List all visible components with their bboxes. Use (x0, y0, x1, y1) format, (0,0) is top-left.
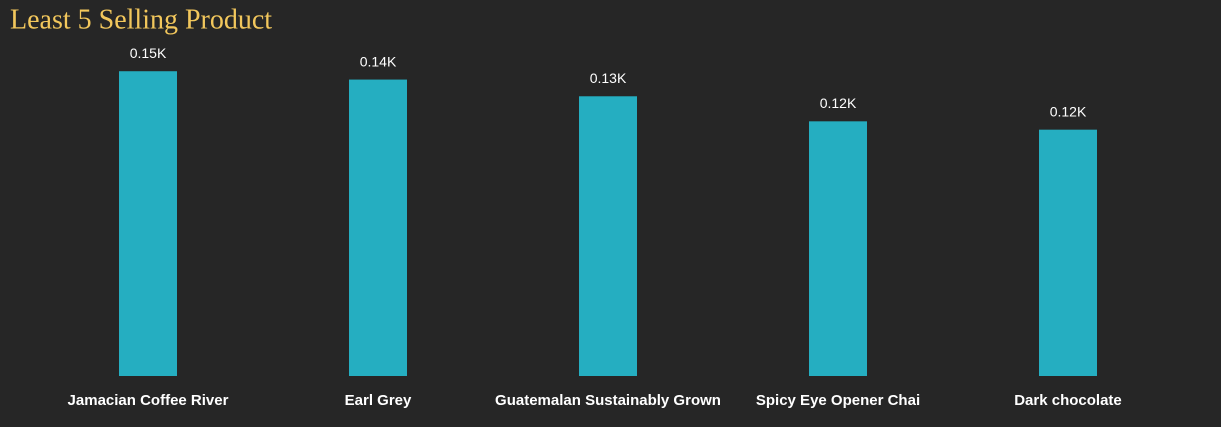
chart-title: Least 5 Selling Product (10, 4, 272, 35)
bar (809, 121, 867, 376)
x-tick-label: Dark chocolate (1014, 392, 1122, 409)
bar (579, 96, 637, 377)
data-label: 0.12K (820, 95, 857, 111)
bar (1039, 129, 1097, 376)
data-label: 0.12K (1050, 103, 1087, 119)
bar (349, 79, 407, 376)
data-label: 0.13K (590, 70, 627, 86)
x-tick-label: Earl Grey (345, 392, 412, 409)
x-tick-label: Guatemalan Sustainably Grown (495, 392, 721, 409)
bar (119, 71, 177, 376)
data-label: 0.15K (130, 45, 167, 61)
data-label: 0.14K (360, 53, 397, 69)
x-tick-label: Jamacian Coffee River (68, 392, 229, 409)
x-tick-label: Spicy Eye Opener Chai (756, 392, 920, 409)
